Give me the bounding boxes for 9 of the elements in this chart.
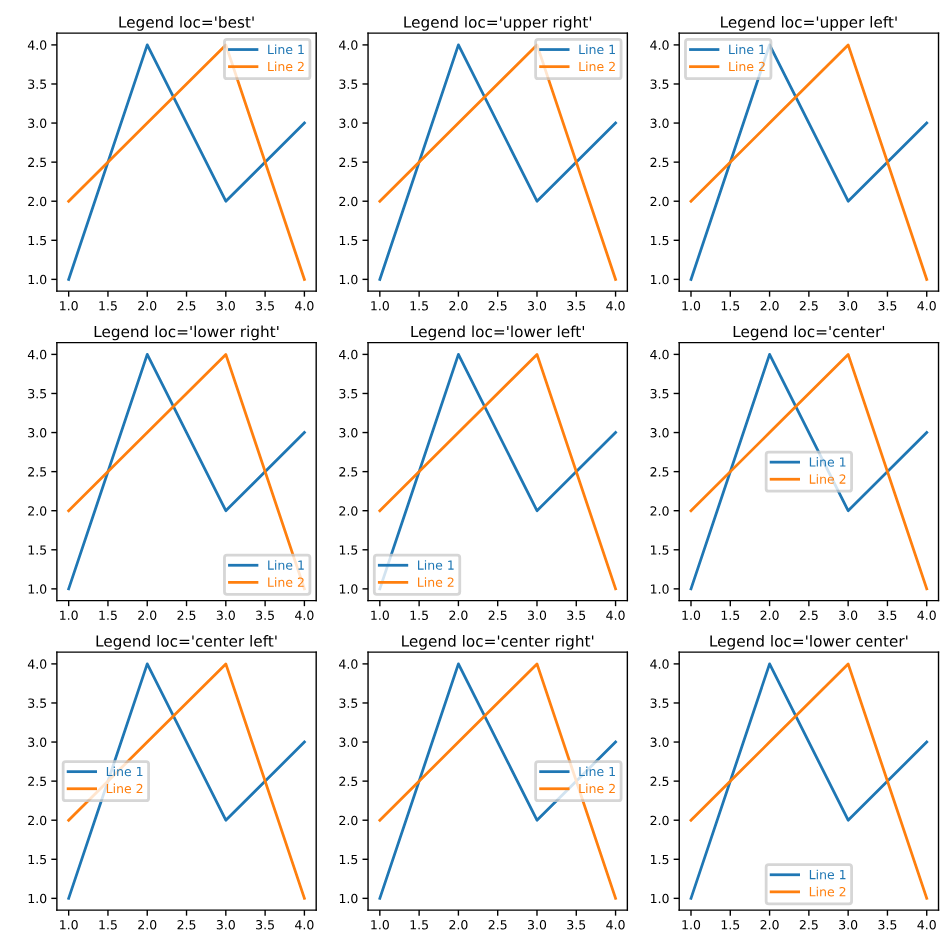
line-series xyxy=(689,43,929,281)
line-series xyxy=(378,353,617,591)
line-series xyxy=(378,43,617,281)
line-series xyxy=(67,353,306,591)
line-series xyxy=(378,662,617,900)
line-series xyxy=(67,662,306,900)
line-series xyxy=(689,353,929,591)
line-series xyxy=(67,43,306,281)
line-series xyxy=(689,662,929,900)
